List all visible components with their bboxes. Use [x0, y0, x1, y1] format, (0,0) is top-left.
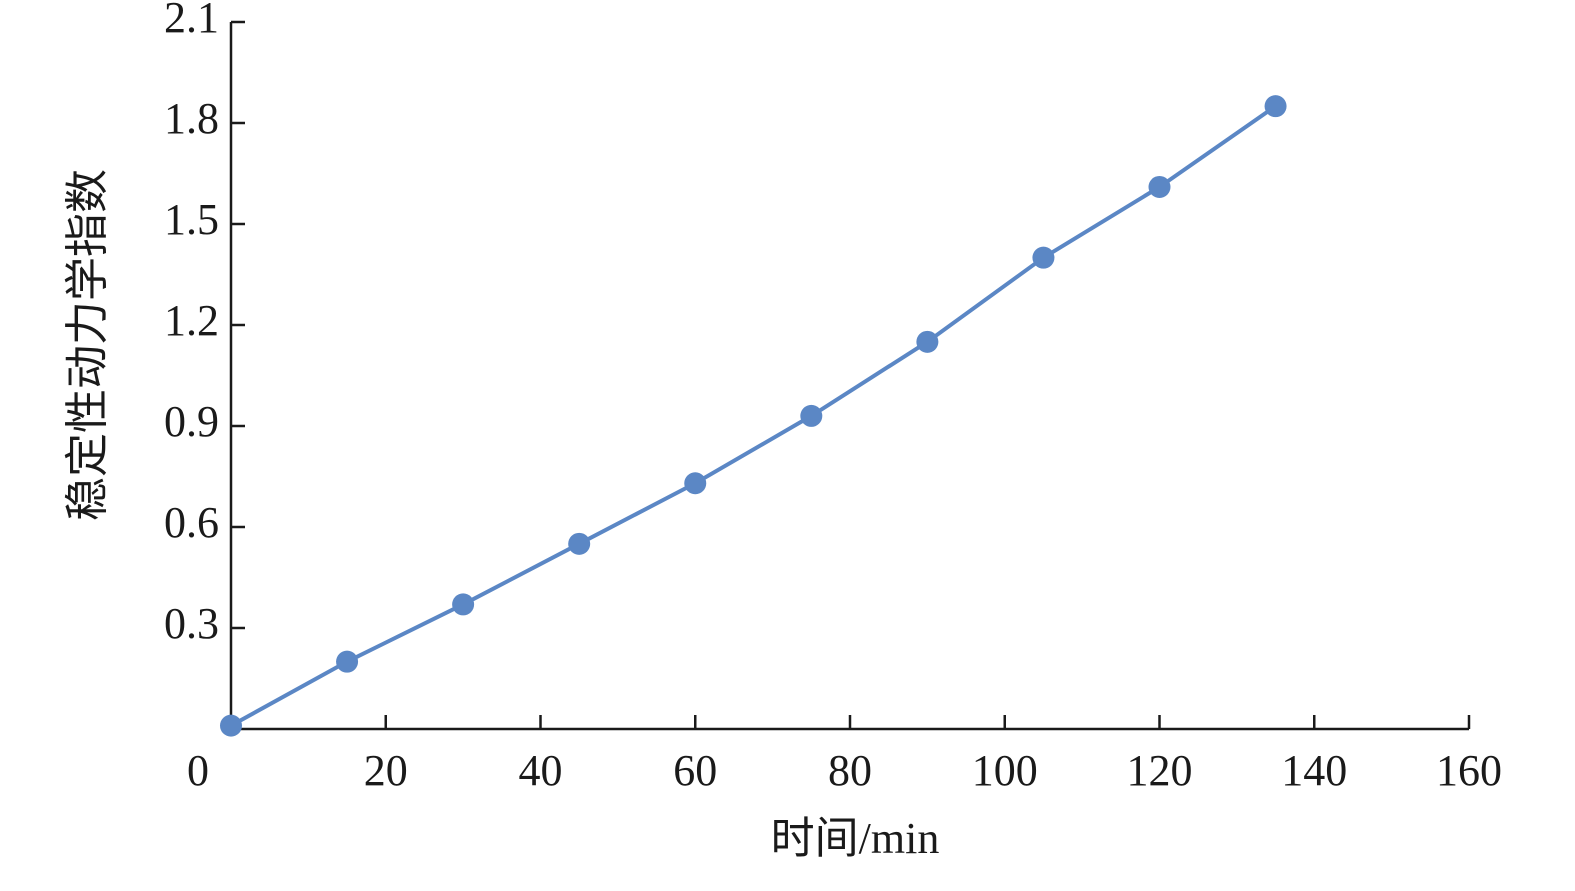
x-tick-label: 60: [673, 746, 717, 795]
point: [220, 714, 242, 737]
point: [452, 593, 475, 616]
point: [916, 330, 939, 353]
line: [230, 104, 1277, 728]
y-tick-label: 0.6: [164, 498, 219, 547]
y-tick-label: 0.3: [164, 599, 219, 648]
y-tick-label: 1.5: [164, 195, 219, 244]
y-axis-label: 稳定性动力学指数: [63, 169, 112, 521]
point: [1264, 95, 1287, 118]
x-tick-label: 100: [972, 746, 1038, 795]
x-tick-label: 140: [1281, 746, 1347, 795]
x-tick-label: 80: [828, 746, 872, 795]
point: [336, 650, 359, 673]
y-tick-label: 0.9: [164, 397, 219, 446]
x-tick-label: 40: [519, 746, 563, 795]
y-tick-label: 1.2: [164, 296, 219, 345]
x-tick-label: 160: [1436, 746, 1502, 795]
y-tick-label: 2.1: [164, 0, 219, 42]
point: [1148, 175, 1171, 198]
x-tick-label: 20: [364, 746, 408, 795]
point: [568, 532, 591, 555]
point: [684, 472, 707, 495]
x-tick-label: 120: [1127, 746, 1193, 795]
point: [800, 404, 823, 427]
x-tick-label: 0: [187, 746, 209, 795]
x-axis-label: 时间/min: [771, 814, 940, 863]
point: [1032, 246, 1055, 269]
y-tick-label: 1.8: [164, 94, 219, 143]
